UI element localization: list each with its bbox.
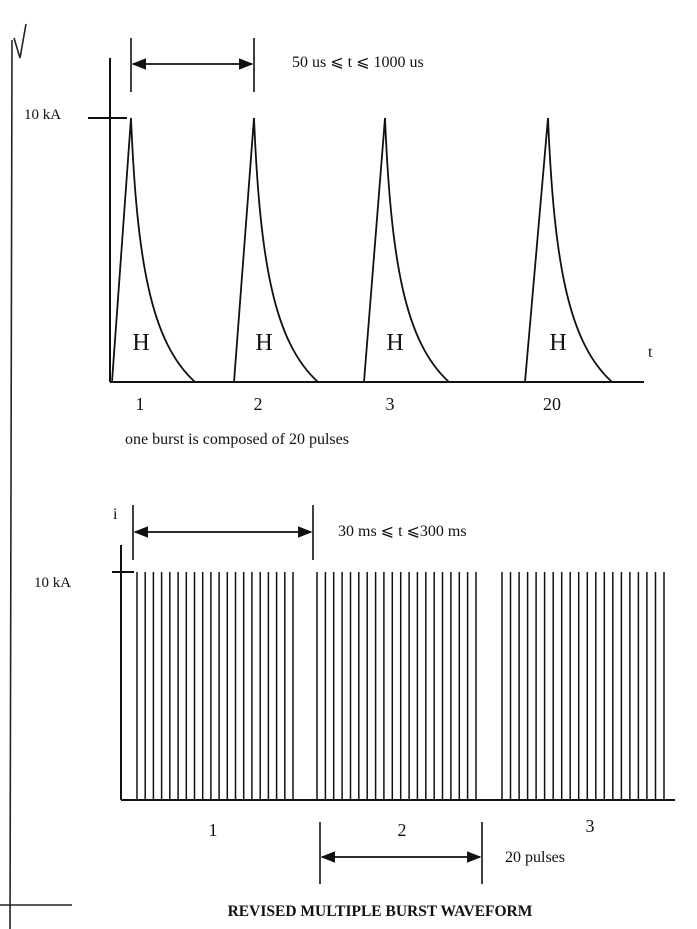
pulse-number-20: 20 xyxy=(543,394,561,414)
pulse-marker-2: H xyxy=(255,330,272,356)
scan-mark xyxy=(13,23,27,59)
pulse-number-1: 1 xyxy=(136,394,145,414)
burst-number-3: 3 xyxy=(586,816,595,836)
pulse-marker-3: H xyxy=(386,330,403,356)
pulses-label: 20 pulses xyxy=(505,849,565,866)
pulse-waveform-4 xyxy=(524,117,613,383)
top-amplitude-label: 10 kA xyxy=(24,107,61,123)
pulse-marker-4: H xyxy=(549,330,566,356)
top-caption: one burst is composed of 20 pulses xyxy=(125,431,349,448)
pulse-waveform-2 xyxy=(233,117,319,383)
pulse-waveform-3 xyxy=(363,117,450,383)
burst-pulse-lines xyxy=(136,572,665,800)
bottom-current-axis-label: i xyxy=(113,506,118,523)
pulse-number-2: 2 xyxy=(254,394,263,414)
pulse-marker-1: H xyxy=(132,330,149,356)
burst-number-1: 1 xyxy=(209,820,218,840)
pulse-number-3: 3 xyxy=(386,394,395,414)
top-pulse-diagram: 50 us ⩽ t ⩽ 1000 us 10 kA H H H H t 1 2 3 2… xyxy=(24,38,653,448)
bottom-amplitude-label: 10 kA xyxy=(34,575,71,591)
pulse-waveform-1 xyxy=(111,117,196,383)
burst-number-2: 2 xyxy=(398,820,407,840)
top-period-label: 50 us ⩽ t ⩽ 1000 us xyxy=(292,54,424,71)
figure-title: REVISED MULTIPLE BURST WAVEFORM xyxy=(228,903,533,920)
bottom-period-label: 30 ms ⩽ t ⩽300 ms xyxy=(338,523,467,540)
top-time-axis-label: t xyxy=(648,344,653,361)
page-edge-line xyxy=(9,39,13,929)
bottom-burst-diagram: i 30 ms ⩽ t ⩽300 ms 10 kA 1 2 3 20 pulse… xyxy=(34,505,675,884)
